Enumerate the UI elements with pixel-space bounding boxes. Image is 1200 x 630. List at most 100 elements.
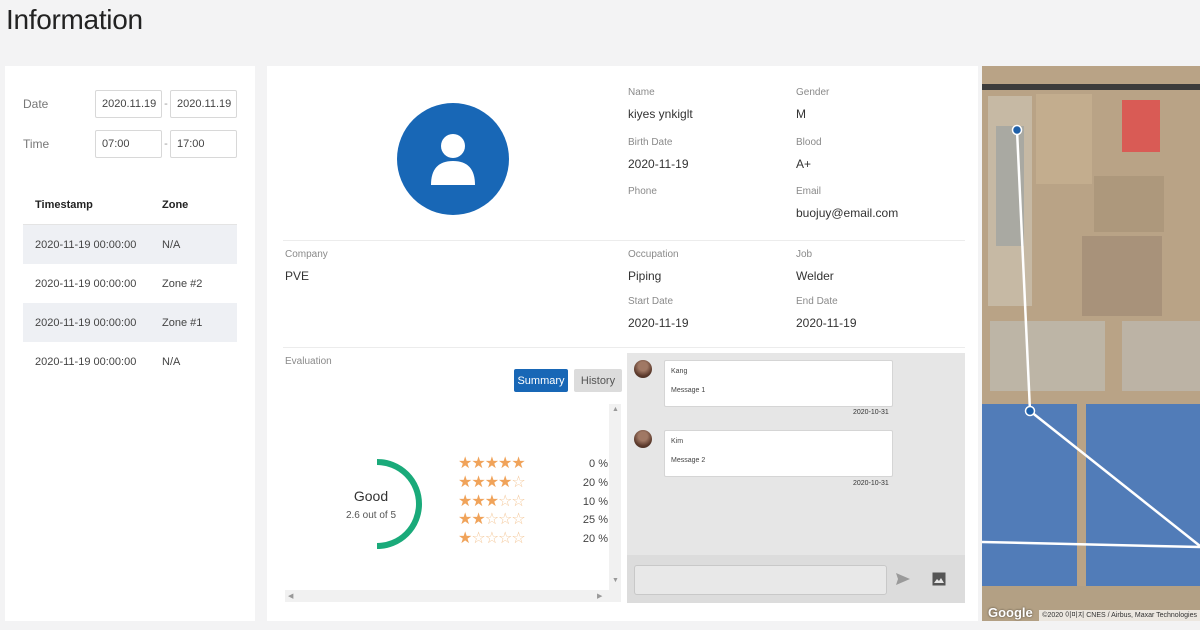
star-filled-icon: ★ <box>511 455 525 472</box>
site-map[interactable]: Google ©2020 이미지 CNES / Airbus, Maxar Te… <box>982 66 1200 621</box>
avatar <box>397 103 509 215</box>
time-filter-row: Time 07:00 - 17:00 <box>23 130 237 158</box>
email-value[interactable]: buojuy@email.com <box>796 206 899 220</box>
map-logo: Google <box>988 605 1033 620</box>
summary-button[interactable]: Summary <box>514 369 568 392</box>
zone-cell: Zone #1 <box>162 316 203 329</box>
message-input-bar <box>627 555 965 603</box>
send-icon[interactable] <box>895 572 911 586</box>
profile-panel: Name kiyes ynkiglt Gender M Birth Date 2… <box>267 66 978 621</box>
zone-cell: Zone #2 <box>162 277 203 290</box>
timestamp-cell: 2020-11-19 00:00:00 <box>35 238 137 251</box>
star-icons: ★★★☆☆ <box>458 494 578 510</box>
map-attribution[interactable]: ©2020 이미지 CNES / Airbus, Maxar Technolog… <box>1039 610 1200 621</box>
message-text: Message 2 <box>671 457 706 464</box>
star-icons: ★★☆☆☆ <box>458 512 578 528</box>
star-filled-icon: ★ <box>471 493 485 510</box>
job-value: Welder <box>796 269 834 283</box>
column-header-timestamp[interactable]: Timestamp <box>35 199 93 211</box>
column-header-zone[interactable]: Zone <box>162 199 189 211</box>
end-date-field: End Date 2020-11-19 <box>796 296 857 330</box>
star-empty-icon: ☆ <box>484 511 499 528</box>
date-separator: - <box>164 98 168 110</box>
user-icon <box>431 134 475 185</box>
message-panel: Kang Message 1 2020-10-31 Kim Message 2 … <box>627 353 965 603</box>
name-value: kiyes ynkiglt <box>628 107 693 121</box>
history-button[interactable]: History <box>574 369 622 392</box>
message-bubble: Kang Message 1 <box>664 360 893 407</box>
company-field: Company PVE <box>285 249 328 283</box>
email-field: Email buojuy@email.com <box>796 186 898 220</box>
scroll-right-icon[interactable]: ▶ <box>597 593 603 600</box>
star-empty-icon: ☆ <box>484 530 499 547</box>
star-empty-icon: ☆ <box>498 530 512 547</box>
avatar <box>634 360 652 378</box>
date-label: Date <box>23 97 49 111</box>
star-empty-icon: ☆ <box>511 511 525 528</box>
date-from-input[interactable]: 2020.11.19 <box>95 90 162 118</box>
rating-percent: 0 % <box>589 458 608 470</box>
start-date-value: 2020-11-19 <box>628 316 689 330</box>
star-filled-icon: ★ <box>484 474 499 491</box>
star-filled-icon: ★ <box>498 455 512 472</box>
scroll-up-icon[interactable]: ▲ <box>612 406 619 413</box>
rating-percent: 20 % <box>582 533 608 545</box>
end-date-value: 2020-11-19 <box>796 316 857 330</box>
star-filled-icon: ★ <box>471 455 485 472</box>
date-filter-row: Date 2020.11.19 - 2020.11.19 <box>23 90 237 118</box>
star-filled-icon: ★ <box>458 511 472 528</box>
occupation-field: Occupation Piping <box>628 249 679 283</box>
blood-value: A+ <box>796 157 812 171</box>
gender-value: M <box>796 107 806 121</box>
gender-label: Gender <box>796 87 830 98</box>
time-from-input[interactable]: 07:00 <box>95 130 162 158</box>
image-icon[interactable] <box>932 572 946 586</box>
time-label: Time <box>23 137 50 151</box>
filter-panel: Date 2020.11.19 - 2020.11.19 Time 07:00 … <box>5 66 255 621</box>
star-empty-icon: ☆ <box>511 530 525 547</box>
rating-word: Good <box>353 488 389 504</box>
rating-percent: 10 % <box>582 496 608 508</box>
rating-percent: 20 % <box>582 477 608 489</box>
rating-row-1: ★☆☆☆☆ 20 % <box>458 531 608 547</box>
evaluation-horizontal-scrollbar[interactable]: ◀ ▶ <box>285 590 609 602</box>
table-row[interactable]: 2020-11-19 00:00:00 N/A <box>23 225 237 264</box>
date-to-input[interactable]: 2020.11.19 <box>170 90 237 118</box>
table-row[interactable]: 2020-11-19 00:00:00 Zone #2 <box>23 264 237 303</box>
message-text: Message 1 <box>671 387 706 394</box>
message-input[interactable] <box>634 565 887 595</box>
star-empty-icon: ☆ <box>498 493 512 510</box>
star-filled-icon: ★ <box>458 530 472 547</box>
timestamp-cell: 2020-11-19 00:00:00 <box>35 355 137 368</box>
star-empty-icon: ☆ <box>498 511 512 528</box>
job-field: Job Welder <box>796 249 834 283</box>
star-empty-icon: ☆ <box>471 530 485 547</box>
occupation-label: Occupation <box>628 249 679 260</box>
start-date-field: Start Date 2020-11-19 <box>628 296 689 330</box>
time-separator: - <box>164 138 168 150</box>
start-date-label: Start Date <box>628 296 674 307</box>
table-row[interactable]: 2020-11-19 00:00:00 Zone #1 <box>23 303 237 342</box>
company-label: Company <box>285 249 328 260</box>
star-filled-icon: ★ <box>458 493 472 510</box>
star-filled-icon: ★ <box>471 474 485 491</box>
message-date: 2020-10-31 <box>853 409 889 416</box>
star-filled-icon: ★ <box>498 474 512 491</box>
message-author: Kim <box>671 438 684 445</box>
message-date: 2020-10-31 <box>853 480 889 487</box>
avatar <box>634 430 652 448</box>
blood-field: Blood A+ <box>796 137 822 171</box>
message-bubble: Kim Message 2 <box>664 430 893 477</box>
star-filled-icon: ★ <box>458 455 472 472</box>
time-to-input[interactable]: 17:00 <box>170 130 237 158</box>
star-filled-icon: ★ <box>484 493 499 510</box>
star-filled-icon: ★ <box>484 455 499 472</box>
star-icons: ★★★★★ <box>458 456 578 472</box>
evaluation-vertical-scrollbar[interactable]: ▲ ▼ <box>609 404 621 602</box>
evaluation-label: Evaluation <box>285 356 332 367</box>
scroll-down-icon[interactable]: ▼ <box>612 577 619 584</box>
scroll-left-icon[interactable]: ◀ <box>288 593 294 600</box>
occupation-value: Piping <box>628 269 662 283</box>
star-icons: ★☆☆☆☆ <box>458 531 578 547</box>
table-row[interactable]: 2020-11-19 00:00:00 N/A <box>23 342 237 381</box>
